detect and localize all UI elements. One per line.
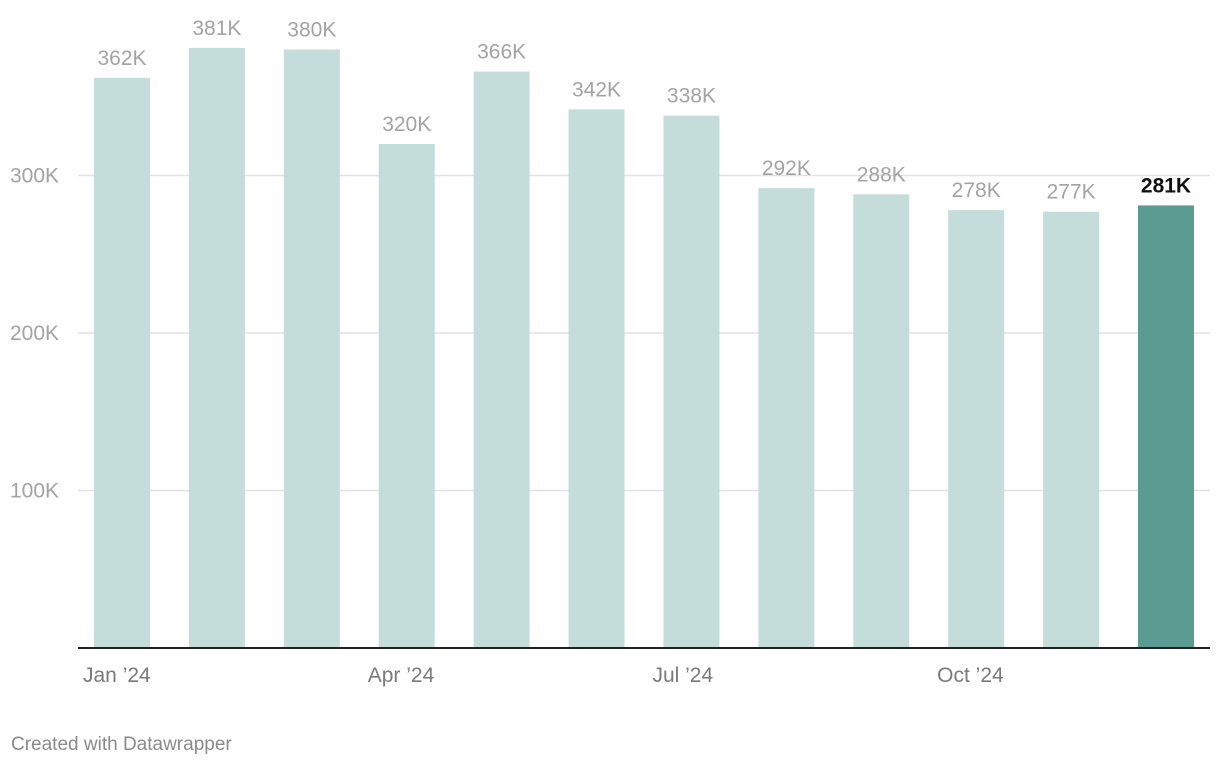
bar — [188, 47, 245, 649]
bar — [758, 188, 815, 648]
data-label: 362K — [97, 47, 146, 70]
y-tick-label: 200K — [10, 322, 59, 345]
x-tick-label: Jul ’24 — [652, 664, 713, 687]
bar — [853, 194, 910, 648]
data-label: 381K — [192, 17, 241, 40]
bar-chart: 100K 200K 300K 362K 381K 380K 320K 366K 342K 338… — [10, 17, 1210, 687]
data-label: 288K — [857, 163, 906, 186]
bar — [378, 144, 435, 648]
data-label: 338K — [667, 85, 716, 108]
data-label: 281K — [1141, 174, 1191, 197]
data-label: 380K — [287, 19, 336, 42]
data-label: 320K — [382, 113, 431, 136]
data-label: 278K — [952, 179, 1001, 202]
y-tick-label: 300K — [10, 165, 59, 188]
bar — [568, 109, 625, 649]
credit-footer: Created with Datawrapper — [11, 734, 232, 755]
gridlines — [78, 174, 1210, 492]
data-label: 366K — [477, 41, 526, 64]
x-tick-label: Oct ’24 — [937, 664, 1004, 687]
bar — [1043, 211, 1100, 648]
bar — [473, 71, 530, 649]
bar — [94, 77, 150, 649]
data-labels: 362K 381K 380K 320K 366K 342K 338K 292K 288K 278K… — [97, 17, 1191, 204]
y-axis-tick-labels: 100K 200K 300K — [10, 165, 59, 503]
bar — [663, 115, 720, 648]
data-label: 342K — [572, 78, 621, 101]
bar — [948, 210, 1005, 648]
x-tick-label: Jan ’24 — [83, 664, 151, 687]
data-label: 277K — [1047, 181, 1096, 204]
x-tick-label: Apr ’24 — [368, 664, 435, 687]
bars — [94, 47, 1194, 649]
data-label: 292K — [762, 157, 811, 180]
bar — [1138, 205, 1194, 649]
x-axis-tick-labels: Jan ’24 Apr ’24 Jul ’24 Oct ’24 — [83, 664, 1004, 687]
y-tick-label: 100K — [10, 480, 59, 503]
bar — [283, 49, 340, 648]
